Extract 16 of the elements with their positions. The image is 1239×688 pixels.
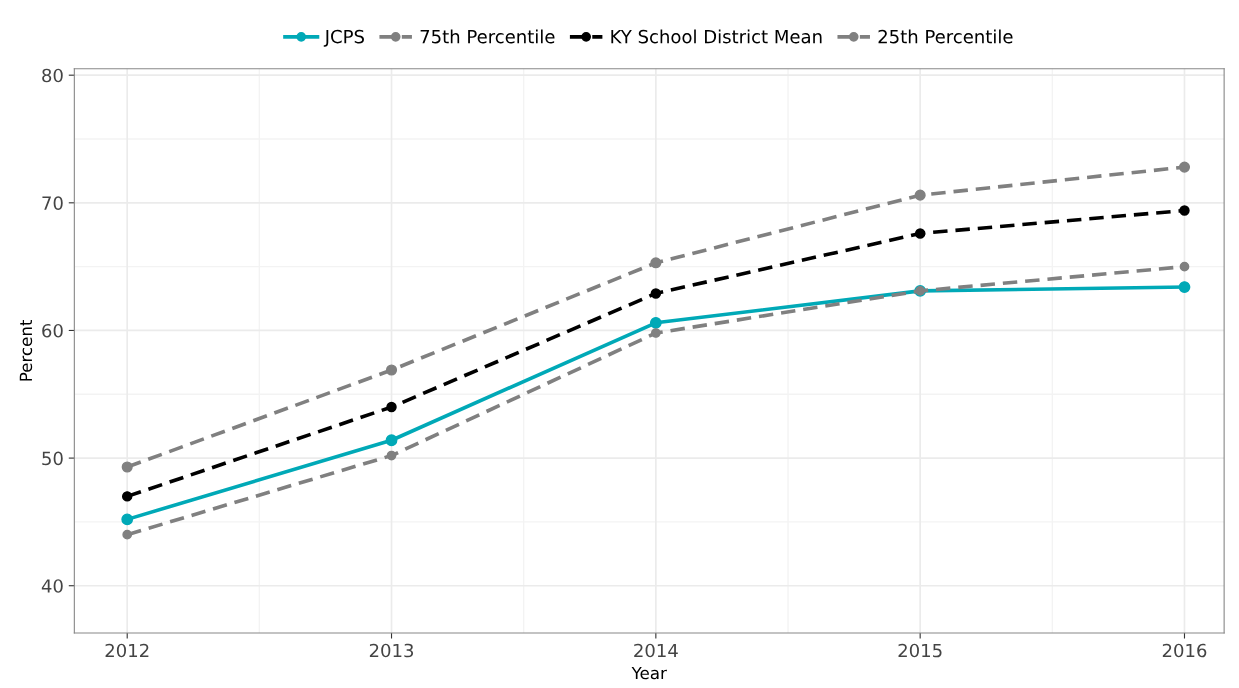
legend-label: 75th Percentile bbox=[420, 29, 555, 44]
x-tick-label: 2015 bbox=[898, 643, 942, 658]
y-tick-label: 60 bbox=[42, 323, 63, 338]
y-tick-label: 80 bbox=[42, 68, 63, 83]
x-tick-label: 2016 bbox=[1162, 643, 1207, 658]
y-tick-label: 40 bbox=[41, 579, 63, 593]
y-tick-label: 50 bbox=[42, 451, 63, 466]
y-tick-label: 70 bbox=[42, 196, 63, 210]
x-tick-label: 2013 bbox=[369, 643, 414, 658]
x-axis-title: Year bbox=[631, 666, 667, 680]
x-tick-label: 2014 bbox=[634, 643, 678, 658]
y-axis-title: Percent bbox=[19, 319, 33, 381]
x-tick-label: 2012 bbox=[105, 643, 149, 658]
legend-label: JCPS bbox=[323, 29, 364, 47]
legend-label: KY School District Mean bbox=[611, 29, 822, 44]
legend-label: 25th Percentile bbox=[878, 29, 1013, 44]
